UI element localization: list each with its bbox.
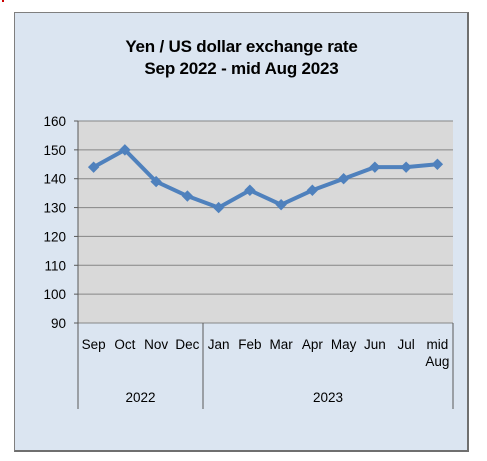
y-tick-label-120: 120 bbox=[43, 229, 66, 244]
x-tick-label-7: Apr bbox=[302, 337, 324, 352]
data-point-jun bbox=[369, 161, 381, 173]
y-tick-label-130: 130 bbox=[43, 201, 66, 216]
x-tick-label-5: Feb bbox=[238, 337, 261, 352]
x-tick-label-11: mid Aug bbox=[425, 337, 449, 369]
data-point-jan bbox=[212, 201, 225, 214]
x-tick-label-3: Dec bbox=[175, 337, 199, 352]
data-point-may bbox=[337, 173, 350, 185]
x-tick-label-2: Nov bbox=[144, 337, 168, 352]
data-point-oct bbox=[119, 144, 131, 156]
data-point-dec bbox=[181, 190, 194, 202]
data-point-mar bbox=[275, 198, 287, 211]
data-point-nov bbox=[150, 175, 162, 188]
chart-title-line-1: Yen / US dollar exchange rate bbox=[125, 37, 358, 56]
y-tick-label-160: 160 bbox=[43, 114, 66, 129]
y-tick-label-140: 140 bbox=[43, 172, 66, 187]
x-tick-label-9: Jun bbox=[364, 337, 386, 352]
y-tick-label-150: 150 bbox=[43, 143, 66, 158]
data-point-apr bbox=[306, 184, 319, 196]
y-tick-label-90: 90 bbox=[51, 316, 66, 331]
plot-area bbox=[78, 121, 453, 323]
x-tick-label-1: Oct bbox=[114, 337, 135, 352]
y-tick-label-100: 100 bbox=[43, 287, 66, 302]
data-point-jul bbox=[400, 161, 412, 173]
x-tick-label-4: Jan bbox=[208, 337, 230, 352]
data-point-feb bbox=[244, 184, 256, 196]
chart-title-line-2: Sep 2022 - mid Aug 2023 bbox=[144, 59, 339, 78]
chart-title: Yen / US dollar exchange rate Sep 2022 -… bbox=[14, 36, 469, 80]
y-tick-label-110: 110 bbox=[44, 258, 66, 273]
group-label-2023: 2023 bbox=[313, 390, 343, 405]
data-point-sep bbox=[87, 161, 100, 173]
x-tick-label-8: May bbox=[331, 337, 357, 352]
group-label-2022: 2022 bbox=[125, 390, 155, 405]
x-tick-label-0: Sep bbox=[82, 337, 106, 352]
x-tick-label-10: Jul bbox=[397, 337, 414, 352]
corner-mark bbox=[2, 0, 4, 2]
x-tick-label-6: Mar bbox=[270, 337, 294, 352]
data-point-mid-aug bbox=[431, 158, 444, 170]
